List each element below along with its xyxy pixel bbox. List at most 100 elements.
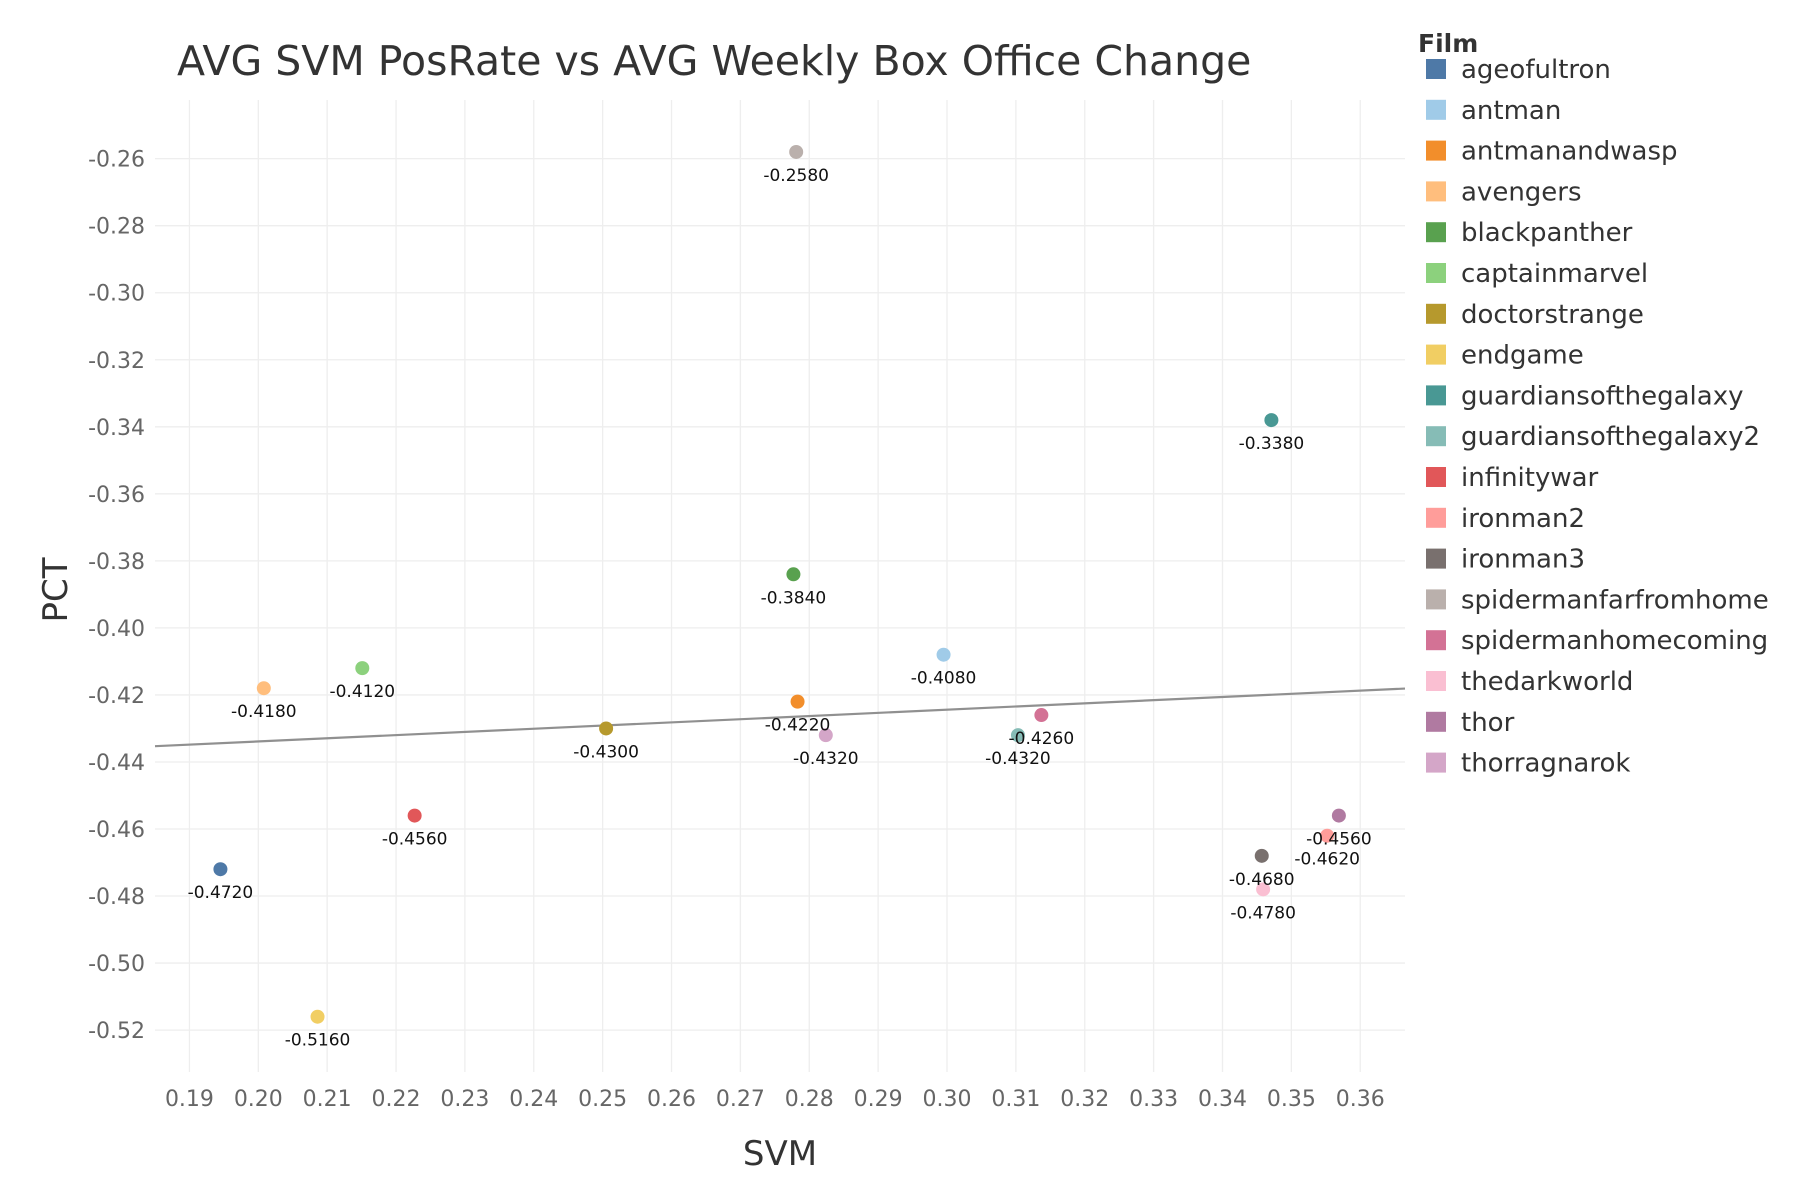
- legend-label-thorragnarok: thorragnarok: [1461, 749, 1630, 779]
- data-label-avengers: -0.4180: [231, 702, 297, 722]
- legend-label-endgame: endgame: [1461, 341, 1584, 371]
- y-tick-label: -0.32: [88, 349, 145, 374]
- data-label-guardiansofthegalaxy2: -0.4320: [985, 749, 1051, 769]
- legend-label-captainmarvel: captainmarvel: [1461, 259, 1648, 289]
- legend-swatch-infinitywar: [1426, 467, 1446, 487]
- data-point-antmanandwasp: [790, 694, 805, 709]
- data-point-antman: [936, 647, 951, 662]
- legend-swatch-ironman3: [1426, 548, 1446, 569]
- legend-swatch-ironman2: [1426, 507, 1446, 528]
- data-point-spidermanfarfromhome: [789, 144, 804, 159]
- y-tick-label: -0.44: [88, 751, 145, 776]
- y-axis-title: PCT: [36, 557, 76, 622]
- y-tick-label: -0.28: [88, 215, 145, 240]
- data-point-ageofultron: [213, 862, 228, 877]
- y-tick-label: -0.48: [88, 885, 145, 910]
- legend-title: Film: [1418, 29, 1478, 58]
- legend-label-ironman2: ironman2: [1461, 504, 1585, 534]
- legend-label-antmanandwasp: antmanandwasp: [1461, 137, 1678, 167]
- legend-swatch-spidermanfarfromhome: [1426, 589, 1446, 610]
- data-point-ironman2: [1320, 828, 1335, 843]
- legend-label-guardiansofthegalaxy: guardiansofthegalaxy: [1461, 381, 1743, 411]
- legend-label-avengers: avengers: [1461, 177, 1582, 207]
- x-tick-label: 0.23: [440, 1087, 489, 1112]
- x-tick-label: 0.31: [991, 1087, 1040, 1112]
- legend-swatch-guardiansofthegalaxy2: [1426, 426, 1446, 447]
- y-tick-label: -0.50: [88, 952, 145, 977]
- legend-label-spidermanhomecoming: spidermanhomecoming: [1461, 626, 1768, 656]
- data-label-guardiansofthegalaxy: -0.3380: [1239, 434, 1305, 454]
- y-axis-ticks: -0.26 -0.28 -0.30 -0.32 -0.34 -0.36 -0.38 -0.40…: [88, 148, 145, 1044]
- data-point-ironman3: [1254, 848, 1269, 863]
- legend-label-ironman3: ironman3: [1461, 545, 1585, 575]
- x-tick-label: 0.24: [509, 1087, 558, 1112]
- data-label-spidermanfarfromhome: -0.2580: [763, 166, 829, 186]
- legend-label-thedarkworld: thedarkworld: [1461, 667, 1633, 697]
- data-point-blackpanther: [786, 567, 801, 582]
- legend-swatch-thorragnarok: [1426, 752, 1446, 773]
- data-label-ironman2: -0.4620: [1294, 850, 1360, 870]
- legend-swatch-antman: [1426, 99, 1446, 120]
- x-tick-label: 0.36: [1336, 1087, 1385, 1112]
- x-tick-label: 0.27: [716, 1087, 765, 1112]
- x-tick-label: 0.20: [234, 1087, 283, 1112]
- x-tick-label: 0.33: [1129, 1087, 1178, 1112]
- x-tick-label: 0.32: [1060, 1087, 1109, 1112]
- trend-line: [154, 687, 1406, 748]
- legend-label-infinitywar: infinitywar: [1461, 463, 1599, 493]
- data-point-spidermanhomecoming: [1034, 708, 1049, 723]
- legend-swatch-ageofultron: [1426, 59, 1446, 79]
- data-label-captainmarvel: -0.4120: [329, 682, 395, 702]
- data-label-thedarkworld: -0.4780: [1230, 903, 1296, 923]
- legend-swatch-thor: [1426, 711, 1446, 732]
- legend-label-antman: antman: [1461, 96, 1561, 126]
- grid: [155, 100, 1405, 1072]
- y-tick-label: -0.34: [88, 416, 145, 441]
- y-tick-label: -0.52: [88, 1019, 145, 1044]
- data-label-doctorstrange: -0.4300: [573, 742, 639, 762]
- x-tick-label: 0.29: [854, 1087, 903, 1112]
- data-label-blackpanther: -0.3840: [761, 588, 827, 608]
- data-label-ageofultron: -0.4720: [188, 883, 254, 903]
- legend-swatch-blackpanther: [1426, 222, 1446, 243]
- legend-label-ageofultron: ageofultron: [1461, 55, 1611, 85]
- x-tick-label: 0.21: [303, 1087, 352, 1112]
- legend-swatch-thedarkworld: [1426, 671, 1446, 691]
- chart-title: AVG SVM PosRate vs AVG Weekly Box Office…: [177, 37, 1251, 85]
- legend-swatch-doctorstrange: [1426, 303, 1446, 324]
- x-tick-label: 0.30: [923, 1087, 972, 1112]
- data-point-endgame: [310, 1009, 325, 1024]
- y-tick-label: -0.36: [88, 483, 145, 508]
- x-tick-label: 0.22: [372, 1087, 421, 1112]
- data-point-guardiansofthegalaxy: [1264, 413, 1279, 428]
- data-point-infinitywar: [407, 808, 422, 823]
- data-point-thor: [1331, 808, 1346, 823]
- legend-label-spidermanfarfromhome: spidermanfarfromhome: [1461, 585, 1769, 615]
- x-tick-label: 0.35: [1267, 1087, 1316, 1112]
- data-point-thedarkworld: [1256, 882, 1271, 897]
- data-label-thor: -0.4560: [1306, 830, 1372, 850]
- legend-label-guardiansofthegalaxy2: guardiansofthegalaxy2: [1461, 422, 1760, 452]
- data-label-endgame: -0.5160: [285, 1031, 351, 1051]
- y-tick-label: -0.46: [88, 818, 145, 843]
- data-labels: -0.4720 -0.4080 -0.4220 -0.4180 -0.3840 -0.41…: [188, 166, 1372, 1051]
- legend-swatch-spidermanhomecoming: [1426, 630, 1446, 651]
- data-point-captainmarvel: [355, 661, 370, 676]
- y-tick-label: -0.40: [88, 617, 145, 642]
- x-tick-label: 0.28: [785, 1087, 834, 1112]
- data-point-guardiansofthegalaxy2: [1010, 728, 1025, 743]
- data-label-ironman3: -0.4680: [1229, 870, 1295, 890]
- legend-label-thor: thor: [1461, 708, 1515, 738]
- y-tick-label: -0.42: [88, 684, 145, 709]
- y-tick-label: -0.38: [88, 550, 145, 575]
- legend-swatch-guardiansofthegalaxy: [1426, 385, 1446, 406]
- data-label-spidermanhomecoming: -0.4260: [1009, 729, 1075, 749]
- x-tick-label: 0.19: [165, 1087, 214, 1112]
- data-label-antmanandwasp: -0.4220: [765, 716, 831, 736]
- x-tick-label: 0.25: [578, 1087, 627, 1112]
- legend-items: ageofultron antman antmanandwasp avengers bl…: [1426, 55, 1769, 779]
- y-tick-label: -0.30: [88, 282, 145, 307]
- data-point-avengers: [256, 681, 271, 696]
- legend-swatch-captainmarvel: [1426, 263, 1446, 283]
